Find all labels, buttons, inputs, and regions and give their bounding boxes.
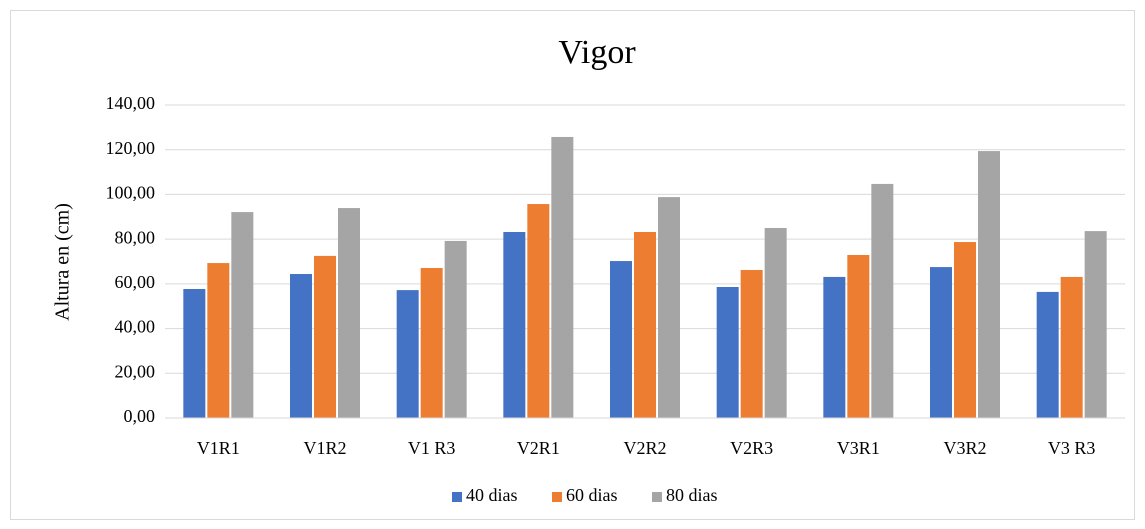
- bar: [716, 286, 739, 418]
- bar: [978, 151, 1000, 418]
- bar: [338, 208, 360, 418]
- x-tick-label: V3R2: [943, 438, 986, 458]
- x-tick-label: V2R1: [517, 438, 560, 458]
- bar: [231, 212, 254, 418]
- y-tick-label: 120,00: [106, 138, 156, 158]
- x-tick-label: V1R2: [303, 438, 346, 458]
- bar: [634, 231, 656, 418]
- x-tick-label: V2R3: [730, 438, 773, 458]
- bar: [930, 267, 952, 418]
- y-tick-label: 100,00: [106, 183, 156, 203]
- bar: [658, 197, 680, 418]
- bar: [290, 274, 312, 418]
- x-tick-label: V1R1: [197, 438, 240, 458]
- legend-label: 80 dias: [666, 485, 718, 505]
- legend-label: 40 dias: [466, 485, 518, 505]
- legend-swatch: [552, 492, 562, 502]
- bar: [823, 276, 846, 418]
- y-axis-label: Altura en (cm): [52, 203, 74, 321]
- y-tick-label: 40,00: [115, 317, 156, 337]
- y-tick-label: 140,00: [106, 93, 156, 113]
- bar: [954, 242, 976, 418]
- legend-swatch: [652, 492, 662, 502]
- bar: [764, 227, 787, 418]
- bar: [527, 204, 550, 418]
- legend-label: 60 dias: [566, 485, 618, 505]
- x-tick-label: V3 R3: [1048, 438, 1096, 458]
- bar: [847, 255, 870, 418]
- bar: [1084, 231, 1107, 418]
- x-tick-label: V3R1: [837, 438, 880, 458]
- bar: [610, 261, 632, 418]
- y-tick-label: 80,00: [115, 227, 156, 247]
- bar: [396, 290, 419, 418]
- y-tick-label: 20,00: [115, 361, 156, 381]
- bar: [551, 136, 574, 419]
- legend-swatch: [452, 492, 462, 502]
- bar: [740, 269, 763, 418]
- bar: [503, 231, 526, 418]
- y-tick-label: 0,00: [124, 406, 156, 426]
- bar: [1036, 291, 1059, 418]
- bar: [183, 288, 206, 418]
- bar: [420, 267, 443, 418]
- bar: [314, 255, 336, 418]
- bar: [871, 183, 894, 418]
- bar: [444, 240, 467, 418]
- y-tick-label: 60,00: [115, 272, 156, 292]
- bar: [1060, 276, 1083, 418]
- x-tick-label: V2R2: [623, 438, 666, 458]
- x-tick-label: V1 R3: [408, 438, 456, 458]
- bar: [207, 263, 230, 418]
- chart-title: Vigor: [558, 34, 636, 71]
